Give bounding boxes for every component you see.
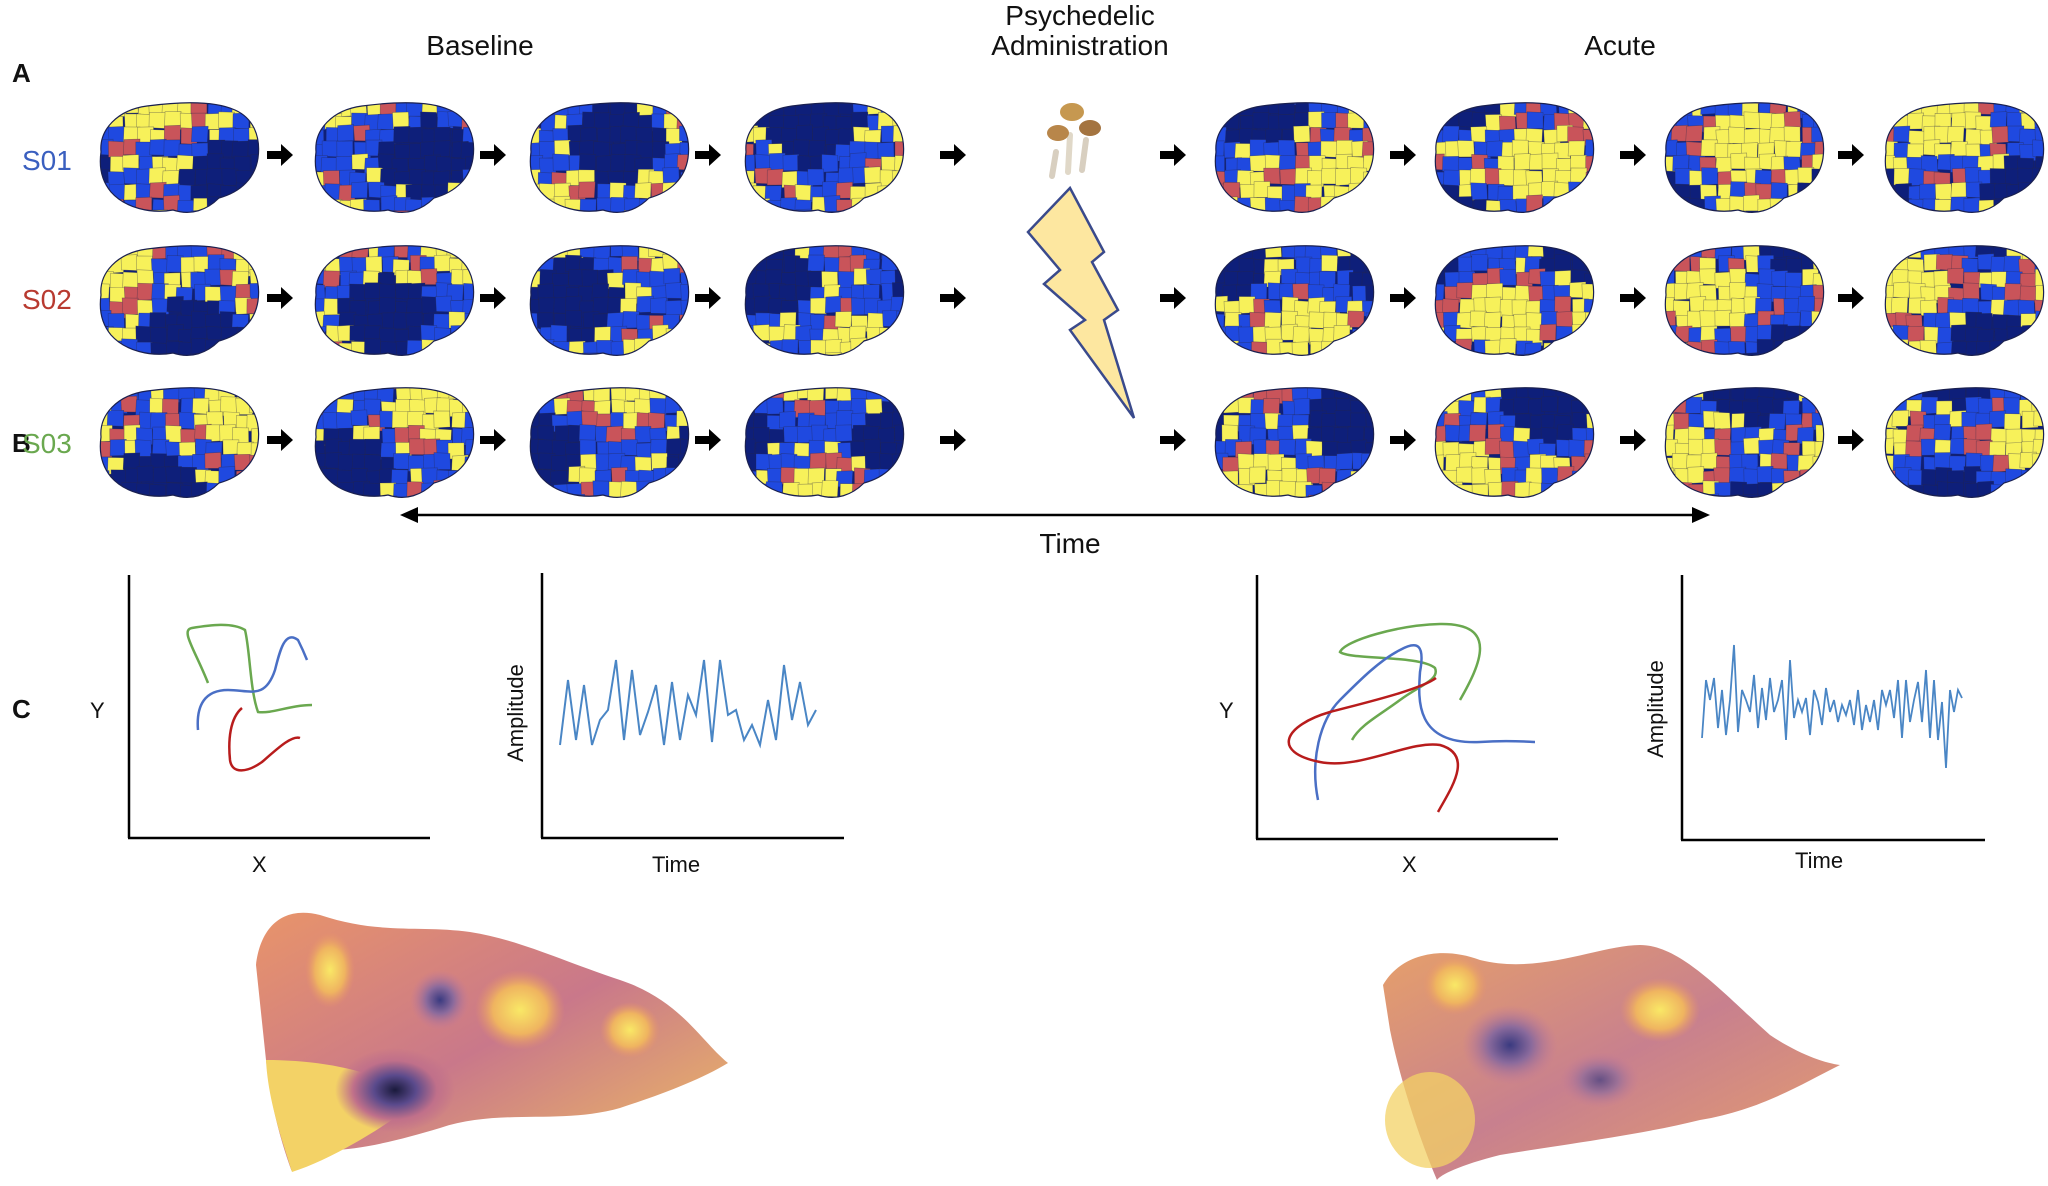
row2-arrow-1 — [267, 287, 293, 309]
brain-map-row2-col5 — [1214, 245, 1375, 356]
brain-map-row2-col1 — [99, 245, 260, 356]
row2-arrow-2 — [480, 287, 506, 309]
row3-arrow-3 — [695, 429, 721, 451]
brain-map-row1-col1 — [99, 102, 260, 213]
brain-map-row1-col7 — [1664, 102, 1825, 213]
brain-map-row1-col4 — [744, 102, 905, 213]
subject-label-s01: S01 — [22, 145, 72, 176]
row3-arrow-6 — [1390, 429, 1416, 451]
baseline-trajectory-blue — [196, 636, 309, 731]
row1-arrow-1 — [267, 144, 293, 166]
acute-signal-xlabel: Time — [1795, 848, 1844, 873]
row1-arrow-2 — [480, 144, 506, 166]
brain-map-row3-col8 — [1884, 387, 2045, 498]
brain-map-row2-col7 — [1664, 245, 1825, 356]
baseline-signal-line — [559, 659, 817, 749]
header-administration-line2: Administration — [991, 30, 1169, 61]
time-axis-label: Time — [1039, 528, 1101, 559]
brain-map-row1-col5 — [1214, 102, 1375, 213]
panel-label-a: A — [12, 58, 31, 88]
header-administration-line1: Psychedelic — [1005, 0, 1155, 31]
row2-arrow-3 — [695, 287, 721, 309]
acute-trajectory-blue — [1314, 644, 1536, 801]
row1-arrow-8 — [1838, 144, 1864, 166]
energy-landscape-acute — [1383, 945, 1840, 1180]
baseline-trajectory-red — [228, 707, 301, 772]
brain-map-row3-col7 — [1664, 387, 1825, 498]
acute-signal-axes — [1680, 575, 1985, 842]
baseline-signal-axes — [540, 573, 844, 840]
row3-arrow-1 — [267, 429, 293, 451]
brain-map-row1-col8 — [1884, 102, 2045, 213]
baseline-trajectory-green — [186, 623, 313, 714]
subject-label-s02: S02 — [22, 284, 72, 315]
brain-map-row2-col4 — [744, 245, 905, 356]
row-arrows — [267, 144, 1864, 451]
row3-arrow-4 — [940, 429, 966, 451]
row1-arrow-7 — [1620, 144, 1646, 166]
row2-arrow-6 — [1390, 287, 1416, 309]
row2-arrow-5 — [1160, 287, 1186, 309]
energy-landscape-baseline — [256, 912, 728, 1172]
row1-arrow-3 — [695, 144, 721, 166]
brain-map-row2-col3 — [529, 245, 690, 356]
brain-map-row3-col1 — [99, 387, 260, 498]
acute-trajectory-green — [1338, 622, 1482, 741]
brain-grid — [99, 102, 2045, 498]
row2-arrow-4 — [940, 287, 966, 309]
row2-arrow-7 — [1620, 287, 1646, 309]
panel-label-c: C — [12, 694, 31, 724]
mushroom-icon — [1047, 103, 1101, 179]
header-acute: Acute — [1584, 30, 1656, 61]
row1-arrow-6 — [1390, 144, 1416, 166]
panel-label-b: B — [12, 428, 31, 458]
subject-label-s03: S03 — [22, 428, 72, 459]
row3-arrow-8 — [1838, 429, 1864, 451]
acute-signal-ylabel: Amplitude — [1643, 660, 1668, 758]
row1-arrow-5 — [1160, 144, 1186, 166]
brain-map-row3-col3 — [529, 387, 690, 498]
baseline-signal-ylabel: Amplitude — [503, 664, 528, 762]
brain-map-row3-col5 — [1214, 387, 1375, 498]
acute-trajectory-ylabel: Y — [1219, 698, 1234, 723]
baseline-signal-xlabel: Time — [652, 852, 701, 877]
row3-arrow-5 — [1160, 429, 1186, 451]
row1-arrow-4 — [940, 144, 966, 166]
brain-map-row1-col2 — [314, 102, 475, 213]
header-baseline: Baseline — [426, 30, 534, 61]
acute-signal-line — [1701, 644, 1963, 769]
brain-map-row2-col2 — [314, 245, 475, 356]
baseline-trajectory-xlabel: X — [252, 852, 267, 877]
brain-map-row1-col6 — [1434, 102, 1595, 213]
brain-map-row2-col6 — [1434, 245, 1595, 356]
brain-map-row1-col3 — [529, 102, 690, 213]
baseline-trajectory-ylabel: Y — [90, 698, 105, 723]
acute-trajectory-red — [1287, 676, 1460, 813]
brain-map-row3-col4 — [744, 387, 905, 498]
acute-trajectory-axes — [1255, 575, 1558, 841]
brain-map-row3-col6 — [1434, 387, 1595, 498]
time-axis-arrow — [400, 507, 1710, 523]
brain-map-row2-col8 — [1884, 245, 2045, 356]
row3-arrow-2 — [480, 429, 506, 451]
lightning-bolt-icon — [1026, 185, 1136, 419]
acute-trajectory-xlabel: X — [1402, 852, 1417, 877]
baseline-trajectory-axes — [127, 575, 430, 840]
brain-map-row3-col2 — [314, 387, 475, 498]
row3-arrow-7 — [1620, 429, 1646, 451]
row2-arrow-8 — [1838, 287, 1864, 309]
